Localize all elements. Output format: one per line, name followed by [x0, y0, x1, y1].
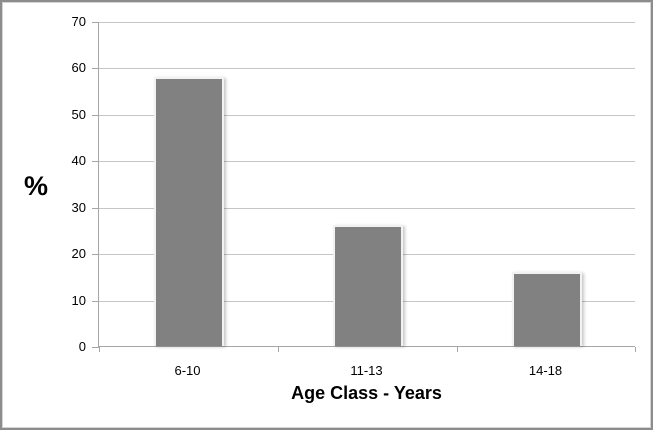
gridline-y-70 — [99, 22, 635, 23]
gridline-y-40 — [99, 161, 635, 162]
y-axis-tick-60 — [92, 68, 99, 69]
x-axis-title: Age Class - Years — [291, 383, 442, 403]
y-axis-tick-30 — [92, 208, 99, 209]
x-axis-tick-3 — [635, 347, 636, 352]
bar-11-13 — [332, 225, 403, 346]
y-axis-tick-10 — [92, 301, 99, 302]
gridline-y-50 — [99, 115, 635, 116]
y-axis-tick-70 — [92, 22, 99, 23]
y-tick-label-0: 0 — [78, 339, 86, 354]
y-axis-tick-0 — [92, 347, 99, 348]
y-axis-tick-20 — [92, 254, 99, 255]
y-tick-label-20: 20 — [71, 246, 86, 262]
y-tick-label-60: 60 — [71, 60, 86, 76]
gridline-y-30 — [99, 208, 635, 209]
gridline-y-60 — [99, 68, 635, 69]
y-tick-label-30: 30 — [71, 199, 86, 215]
x-category-label-14-18: 14-18 — [528, 363, 563, 378]
y-tick-label-10: 10 — [71, 292, 86, 308]
y-axis-tick-40 — [92, 161, 99, 162]
x-axis-tick-2 — [457, 347, 458, 352]
y-axis-tick-50 — [92, 115, 99, 116]
x-axis-tick-1 — [278, 347, 279, 352]
bar-14-18 — [511, 271, 582, 346]
x-category-label-6-10: 6-10 — [174, 363, 201, 378]
x-axis-tick-0 — [99, 347, 100, 352]
x-category-label-11-13: 11-13 — [350, 363, 383, 378]
bar-6-10 — [153, 76, 224, 346]
y-tick-label-70: 70 — [71, 14, 86, 29]
plot-area — [92, 22, 636, 352]
y-tick-label-50: 50 — [71, 106, 86, 122]
y-axis-title: % — [24, 171, 49, 201]
y-tick-label-40: 40 — [71, 153, 86, 169]
